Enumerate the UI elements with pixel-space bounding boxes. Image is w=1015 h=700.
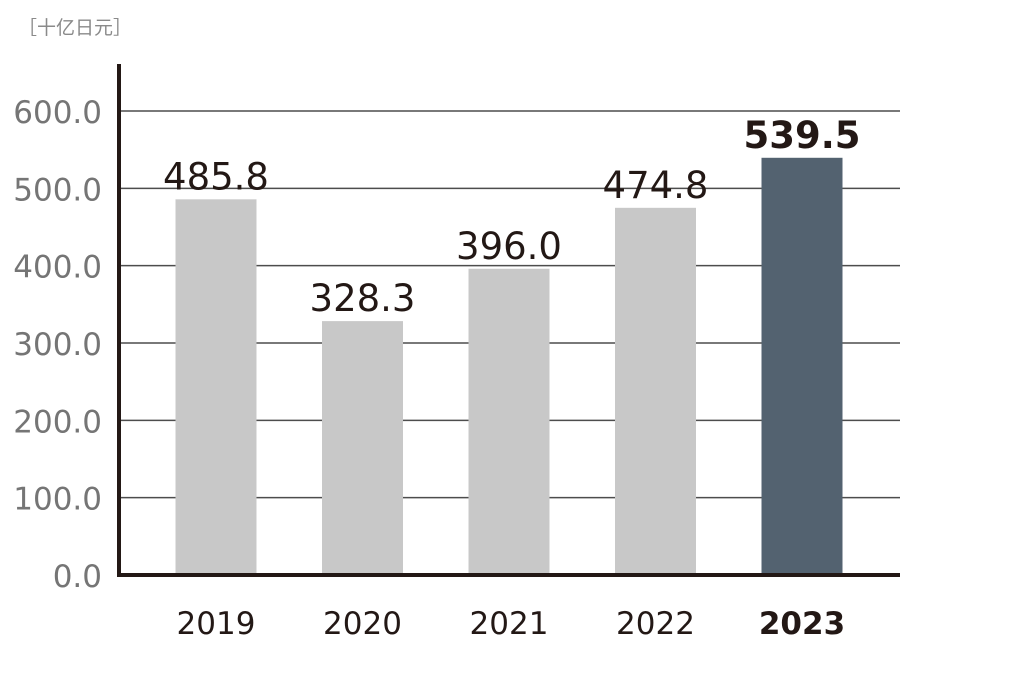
data-label-2023: 539.5 (743, 114, 860, 157)
y-axis-ticks: 0.0 100.0 200.0 300.0 400.0 500.0 600.0 (13, 95, 102, 595)
y-tick-label: 600.0 (13, 95, 102, 131)
x-axis-ticks: 2019 2020 2021 2022 2023 (177, 606, 846, 642)
data-labels: 485.8 328.3 396.0 474.8 539.5 (163, 114, 860, 320)
bar-2019 (175, 199, 257, 575)
y-tick-label: 400.0 (13, 250, 102, 286)
bars (175, 157, 843, 575)
y-tick-label: 100.0 (13, 482, 102, 518)
bar-2022 (615, 207, 696, 575)
x-tick-label-2023: 2023 (759, 606, 845, 642)
data-label-2020: 328.3 (310, 277, 416, 320)
bar-2023 (761, 157, 843, 575)
bar-2021 (468, 268, 550, 575)
x-tick-label-2019: 2019 (177, 606, 256, 642)
x-tick-label-2020: 2020 (323, 606, 402, 642)
x-tick-label-2022: 2022 (616, 606, 695, 642)
y-tick-label: 300.0 (13, 327, 102, 363)
bar-2020 (322, 321, 403, 575)
data-label-2021: 396.0 (456, 225, 562, 268)
x-tick-label-2021: 2021 (470, 606, 549, 642)
data-label-2019: 485.8 (163, 155, 269, 198)
unit-label: ［十亿日元］ (18, 17, 132, 39)
data-label-2022: 474.8 (603, 164, 709, 207)
y-tick-label: 500.0 (13, 172, 102, 208)
y-tick-label: 200.0 (13, 404, 102, 440)
y-tick-label: 0.0 (53, 559, 102, 595)
